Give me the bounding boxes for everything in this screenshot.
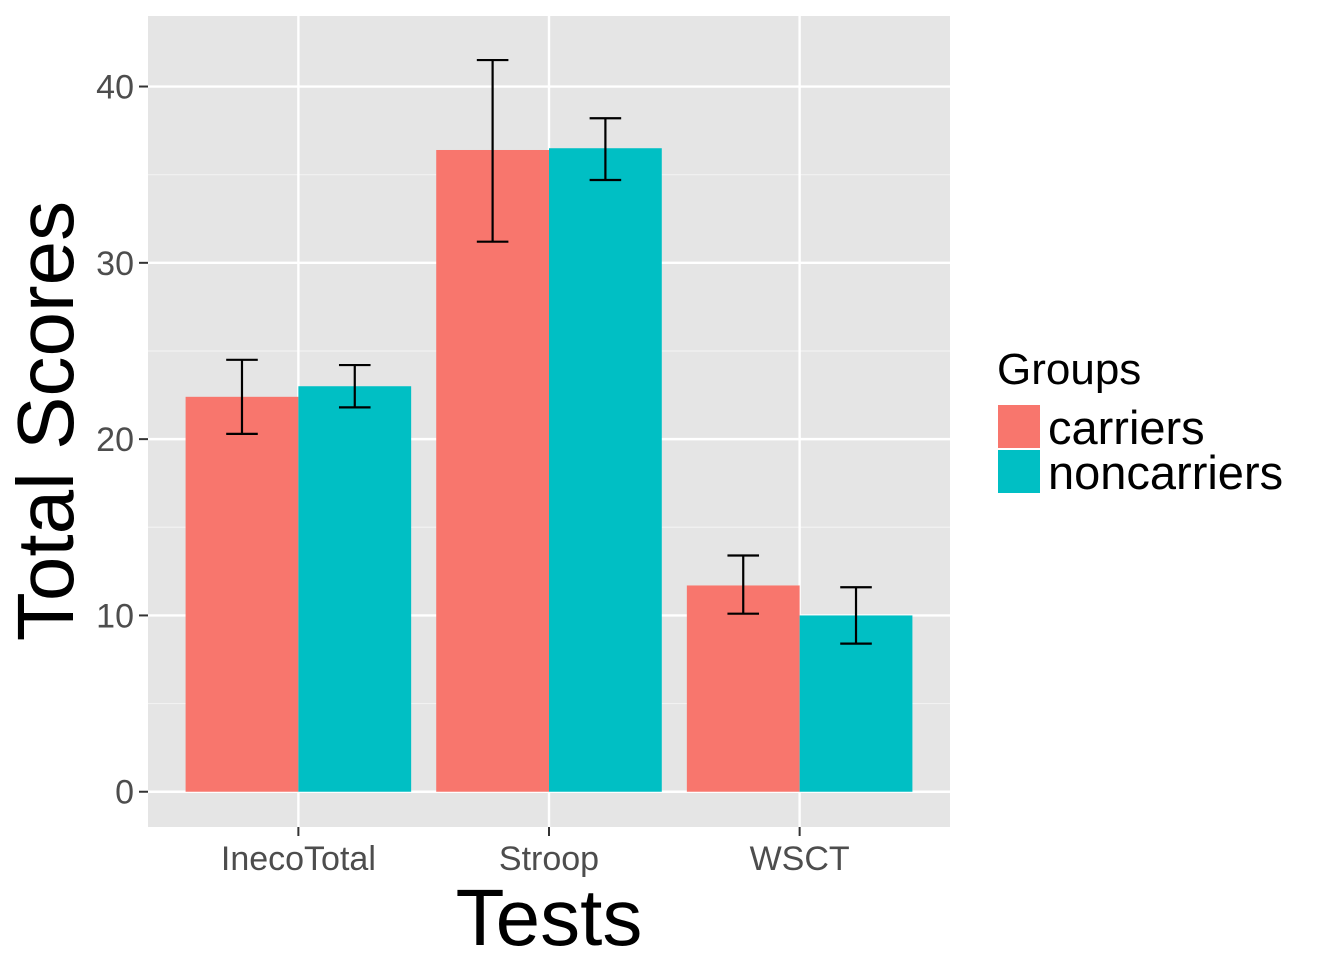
bar-noncarriers bbox=[799, 615, 913, 792]
y-tick-label: 40 bbox=[96, 69, 134, 107]
x-tick-label: Stroop bbox=[499, 840, 599, 878]
bar-noncarriers bbox=[298, 386, 412, 792]
error-bars bbox=[226, 58, 872, 645]
bar-noncarriers bbox=[549, 148, 662, 792]
legend-key-noncarriers bbox=[998, 450, 1040, 493]
bar-carriers bbox=[686, 585, 800, 792]
legend-title: Groups bbox=[997, 345, 1141, 394]
x-tick-label: InecoTotal bbox=[221, 840, 376, 878]
x-tick-label: WSCT bbox=[750, 840, 850, 878]
y-tick-label: 20 bbox=[96, 421, 134, 459]
x-axis: InecoTotal Stroop WSCT bbox=[221, 827, 850, 878]
bar-carriers bbox=[185, 396, 299, 792]
y-axis: 0 10 20 30 40 bbox=[96, 69, 148, 812]
y-tick-label: 10 bbox=[96, 597, 134, 635]
y-tick-label: 0 bbox=[115, 774, 134, 812]
bar-carriers bbox=[436, 149, 549, 792]
legend-label-carriers: carriers bbox=[1048, 401, 1205, 454]
y-axis-title: Total Scores bbox=[1, 201, 90, 641]
x-axis-title: Tests bbox=[456, 873, 643, 960]
legend-label-noncarriers: noncarriers bbox=[1048, 446, 1283, 499]
legend-key-carriers bbox=[998, 405, 1040, 448]
bars bbox=[185, 148, 913, 792]
y-tick-label: 30 bbox=[96, 245, 134, 283]
